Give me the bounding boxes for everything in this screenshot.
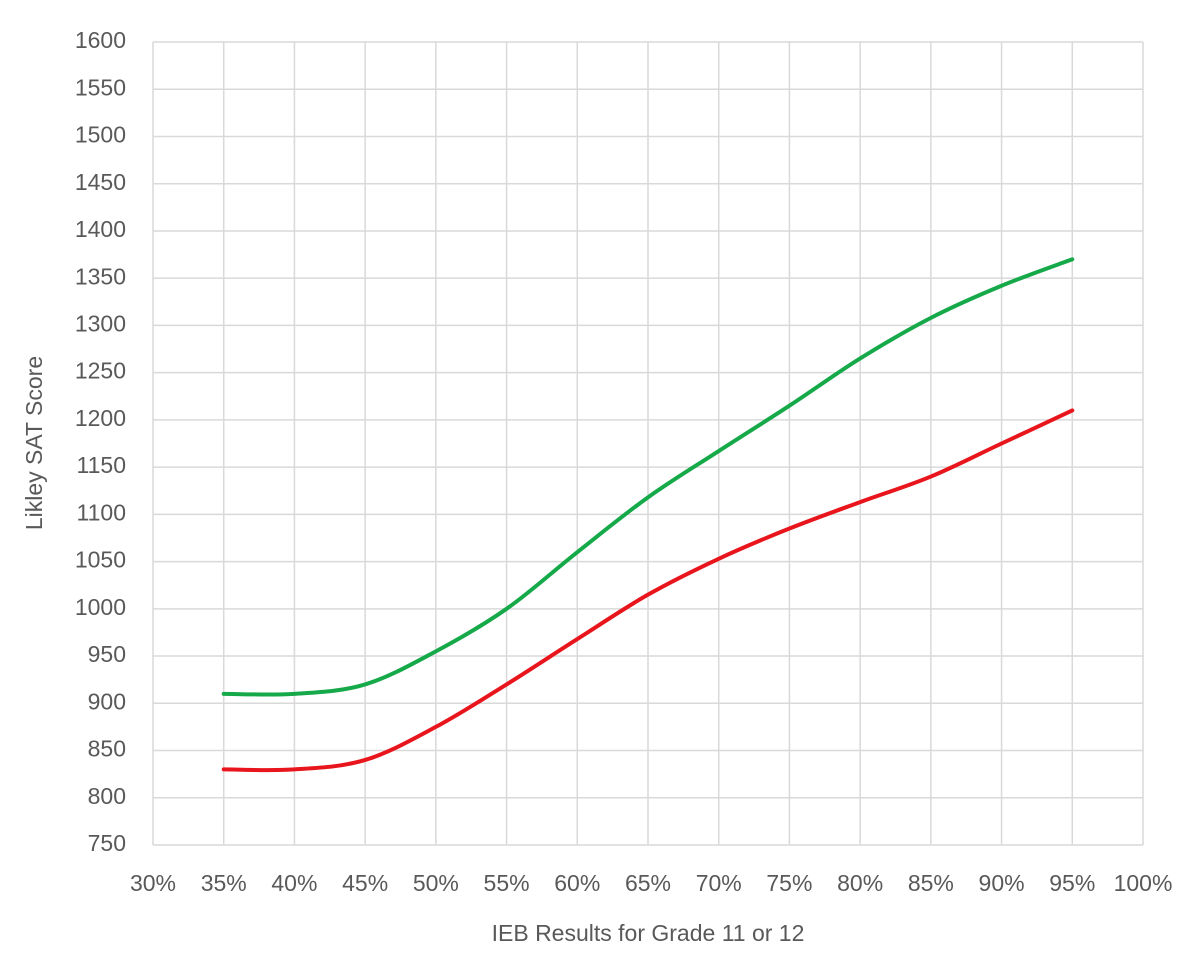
x-tick-label: 75% <box>766 870 812 896</box>
y-tick-label: 750 <box>88 830 126 856</box>
y-tick-label: 1200 <box>75 405 126 431</box>
y-tick-label: 1050 <box>75 547 126 573</box>
y-tick-label: 850 <box>88 736 126 762</box>
y-tick-label: 950 <box>88 641 126 667</box>
x-tick-label: 45% <box>342 870 388 896</box>
y-tick-label: 1150 <box>77 452 126 478</box>
x-axis-label: IEB Results for Grade 11 or 12 <box>492 920 805 946</box>
y-tick-label: 1450 <box>75 169 126 195</box>
x-tick-label: 40% <box>271 870 317 896</box>
y-tick-label: 900 <box>88 688 126 714</box>
y-tick-label: 1000 <box>75 594 126 620</box>
y-tick-label: 1350 <box>75 263 126 289</box>
x-tick-label: 60% <box>554 870 600 896</box>
x-tick-label: 65% <box>625 870 671 896</box>
x-tick-label: 90% <box>979 870 1025 896</box>
x-tick-label: 30% <box>130 870 176 896</box>
y-tick-label: 1250 <box>75 358 126 384</box>
x-tick-label: 85% <box>908 870 954 896</box>
y-tick-label: 800 <box>88 783 126 809</box>
y-axis-label: Likley SAT Score <box>21 356 47 530</box>
x-tick-label: 70% <box>696 870 742 896</box>
x-tick-label: 50% <box>413 870 459 896</box>
x-tick-label: 80% <box>837 870 883 896</box>
x-tick-label: 35% <box>201 870 247 896</box>
y-tick-label: 1300 <box>75 310 126 336</box>
line-series <box>221 257 1075 697</box>
x-tick-label: 95% <box>1049 870 1095 896</box>
y-tick-label: 1500 <box>75 122 126 148</box>
y-tick-label: 1600 <box>75 27 126 53</box>
y-tick-label: 1400 <box>75 216 126 242</box>
x-tick-label: 55% <box>484 870 530 896</box>
line-series <box>221 408 1075 773</box>
x-tick-label: 100% <box>1114 870 1173 896</box>
y-tick-label: 1550 <box>75 74 126 100</box>
y-tick-label: 1100 <box>77 499 126 525</box>
